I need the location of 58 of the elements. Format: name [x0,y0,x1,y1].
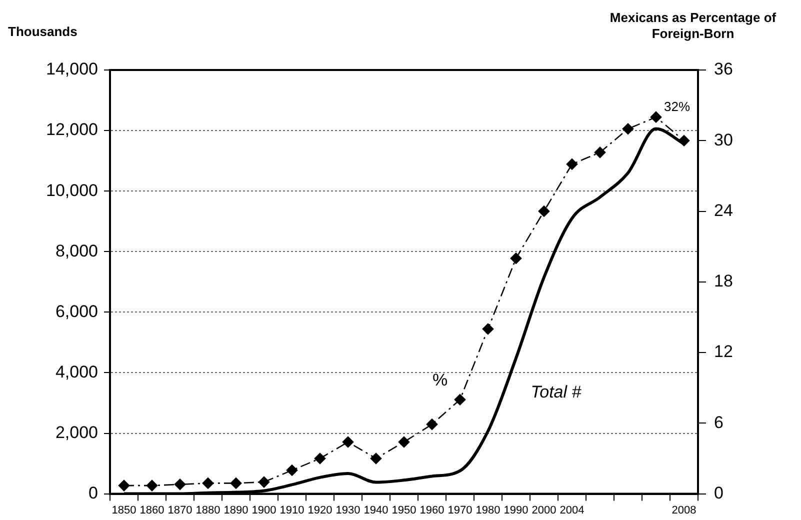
point [426,418,438,430]
point [538,206,550,217]
y2-tick-label: 30 [714,130,733,150]
y2-tick-label: 6 [714,412,724,432]
series-label: Total # [530,382,582,402]
x-tick-label: 1940 [364,504,388,516]
y2-axis-title: Mexicans as Percentage of Foreign-Born [610,10,777,41]
point [370,452,382,464]
x-tick-label: 2000 [532,504,556,516]
point [566,158,578,170]
x-tick-label: 1990 [504,504,528,516]
point [342,436,354,448]
x-tick-label: 1970 [448,504,472,516]
point [230,478,242,489]
y2-tick-label: 18 [714,272,733,291]
data-label: 32% [664,99,690,114]
point [454,394,466,406]
x-tick-label: 1870 [168,504,192,516]
x-tick-label: 1960 [420,504,444,516]
point [286,464,298,476]
x-tick-label: 1980 [476,504,500,516]
point [510,252,522,264]
x-tick-label: 1910 [280,504,304,516]
y2-tick-label: 24 [714,200,733,220]
point [314,452,326,464]
x-tick-label: 1850 [112,504,136,516]
x-tick-label: 1860 [140,504,164,516]
x-tick-label: 1890 [224,504,248,516]
x-tick-label: 1900 [252,504,276,516]
point [118,480,130,492]
y2-tick-label: 0 [714,483,724,502]
y-axis-title: Thousands [8,24,78,39]
x-tick-label: 2004 [560,504,584,516]
point [650,111,662,123]
x-tick-label: 1920 [308,504,332,516]
point [202,478,214,489]
x-tick-label: 1880 [196,504,220,516]
point [594,146,606,158]
y-tick-label: 14,000 [46,60,98,79]
point [482,323,494,335]
x-tick-label: 2008 [672,504,696,516]
y2-tick-label: 12 [714,342,733,362]
point [174,478,186,490]
y-tick-label: 4,000 [55,362,98,382]
series-label: % [432,370,448,390]
y-tick-label: 2,000 [55,422,98,442]
y-tick-label: 0 [88,483,98,502]
point [146,480,158,492]
point [258,476,270,488]
x-tick-label: 1950 [392,504,416,516]
y2-tick-label: 36 [714,60,733,79]
point [622,123,634,135]
y-tick-label: 12,000 [46,120,98,140]
y-tick-label: 6,000 [55,302,98,321]
point [398,436,410,448]
y-tick-label: 10,000 [46,180,98,200]
y-tick-label: 8,000 [55,241,98,260]
x-tick-label: 1930 [336,504,360,516]
